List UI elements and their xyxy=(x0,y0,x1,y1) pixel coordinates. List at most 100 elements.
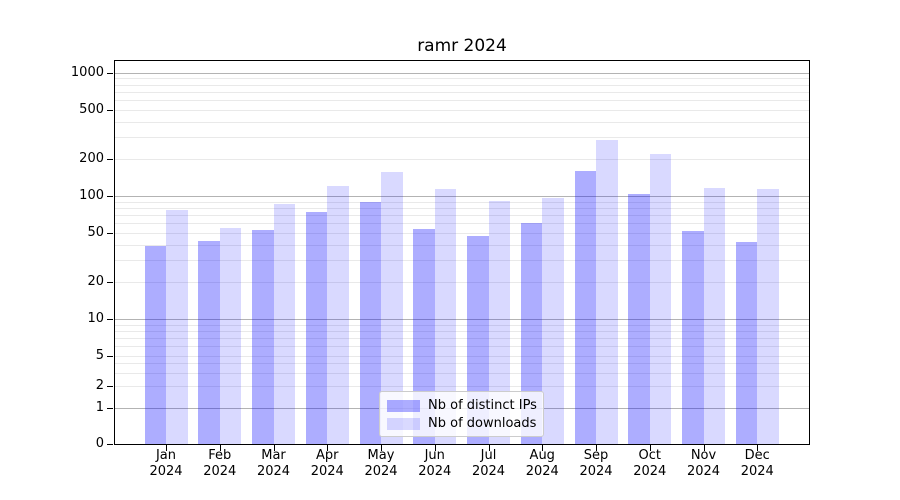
bar-downloads-nov xyxy=(703,188,725,444)
bar-downloads-jun xyxy=(434,189,457,444)
gridline-minor xyxy=(115,223,809,225)
x-tick-mark xyxy=(596,445,597,451)
x-tick-label: Apr 2024 xyxy=(297,448,357,480)
gridline-minor xyxy=(115,385,809,387)
bar-distinct-ips-dec xyxy=(735,242,758,444)
x-tick-month: Jan xyxy=(155,448,177,463)
x-tick-year: 2024 xyxy=(740,464,774,479)
bar-distinct-ips-apr xyxy=(305,212,328,444)
legend-item-downloads: Nb of downloads xyxy=(387,415,537,432)
bar-distinct-ips-oct xyxy=(628,194,650,444)
bar-distinct-ips-sep xyxy=(574,170,596,444)
chart-title: ramr 2024 xyxy=(417,36,507,56)
x-tick-mark xyxy=(703,445,705,451)
gridline-major xyxy=(115,72,809,74)
x-tick-year: 2024 xyxy=(471,464,506,479)
x-tick-label: Mar 2024 xyxy=(244,448,304,480)
legend-swatch-downloads xyxy=(387,417,420,430)
x-tick-month: Aug xyxy=(529,448,555,463)
legend: Nb of distinct IPs Nb of downloads xyxy=(379,391,544,437)
x-tick-month: Jul xyxy=(480,448,497,463)
x-tick-year: 2024 xyxy=(686,464,721,479)
gridline-minor xyxy=(115,233,809,235)
y-tick-mark xyxy=(107,196,113,197)
x-tick-mark xyxy=(381,445,382,451)
gridline-major xyxy=(115,319,809,321)
gridline-minor xyxy=(115,282,809,284)
bar-downloads-feb xyxy=(219,228,242,444)
y-tick-mark xyxy=(107,356,113,357)
x-tick-year: 2024 xyxy=(525,464,559,479)
y-tick-label: 100 xyxy=(79,188,104,203)
gridline-minor xyxy=(115,207,809,209)
gridline-minor xyxy=(115,84,809,86)
gridline-minor xyxy=(115,121,809,123)
x-tick-month: Jun xyxy=(424,448,445,463)
bar-downloads-sep xyxy=(596,139,618,444)
x-tick-year: 2024 xyxy=(364,464,398,479)
x-tick-month: Nov xyxy=(690,448,717,463)
x-tick-label: Jul 2024 xyxy=(459,448,519,480)
x-tick-mark xyxy=(649,445,651,451)
y-tick-label: 500 xyxy=(79,101,104,117)
bar-downloads-oct xyxy=(649,154,672,444)
gridline-minor xyxy=(115,363,809,365)
x-tick-year: 2024 xyxy=(633,464,667,479)
bar-distinct-ips-may xyxy=(359,202,381,444)
y-tick-label: 20 xyxy=(87,274,104,290)
x-tick-year: 2024 xyxy=(310,464,344,479)
x-tick-label: Sep 2024 xyxy=(566,448,626,480)
x-tick-label: Aug 2024 xyxy=(512,448,572,480)
x-tick-mark xyxy=(757,445,759,451)
gridline-major xyxy=(115,196,809,197)
y-tick-mark xyxy=(107,319,113,321)
legend-item-distinct-ips: Nb of distinct IPs xyxy=(387,397,537,414)
gridline-minor xyxy=(115,245,809,247)
y-tick-label: 2 xyxy=(95,377,104,393)
gridline-minor xyxy=(115,100,809,102)
gridline-minor xyxy=(115,201,809,203)
gridline-minor xyxy=(115,356,809,357)
bar-distinct-ips-jan xyxy=(144,246,166,444)
y-tick-label: 0 xyxy=(95,436,104,451)
y-tick-mark xyxy=(107,72,113,74)
gridline-minor xyxy=(115,338,809,340)
x-tick-year: 2024 xyxy=(579,464,613,479)
x-tick-label: Oct 2024 xyxy=(620,448,680,480)
bar-distinct-ips-aug xyxy=(520,223,543,444)
legend-label-distinct-ips: Nb of distinct IPs xyxy=(428,398,537,413)
gridline-minor xyxy=(115,158,809,160)
legend-label-downloads: Nb of downloads xyxy=(428,416,537,431)
gridline-minor xyxy=(115,91,809,93)
x-tick-month: Sep xyxy=(583,448,609,463)
bar-downloads-apr xyxy=(327,185,349,444)
x-tick-mark xyxy=(219,445,221,451)
bar-downloads-jan xyxy=(166,209,188,444)
x-tick-mark xyxy=(273,445,275,451)
gridline-minor xyxy=(115,372,809,374)
y-tick-label: 1000 xyxy=(70,64,104,80)
y-tick-mark xyxy=(107,385,113,387)
x-tick-month: May xyxy=(367,448,395,463)
y-tick-label: 10 xyxy=(87,311,104,327)
legend-swatch-distinct-ips xyxy=(387,399,420,412)
x-tick-year: 2024 xyxy=(149,464,183,479)
gridline-minor xyxy=(115,109,809,111)
bar-downloads-may xyxy=(381,171,403,444)
plot-area xyxy=(114,60,810,445)
y-tick-mark xyxy=(107,444,113,445)
gridline-minor xyxy=(115,260,809,262)
x-tick-month: Mar xyxy=(261,448,286,463)
bar-distinct-ips-mar xyxy=(252,229,274,444)
gridline-minor xyxy=(115,78,809,80)
bar-distinct-ips-feb xyxy=(198,241,220,444)
x-tick-year: 2024 xyxy=(203,464,237,479)
x-tick-year: 2024 xyxy=(418,464,452,479)
x-tick-label: Nov 2024 xyxy=(674,448,734,480)
y-tick-mark xyxy=(107,109,113,111)
y-tick-label: 200 xyxy=(79,150,104,166)
y-tick-label: 5 xyxy=(95,348,104,363)
x-tick-label: Feb 2024 xyxy=(190,448,250,480)
x-tick-month: Apr xyxy=(316,448,339,463)
